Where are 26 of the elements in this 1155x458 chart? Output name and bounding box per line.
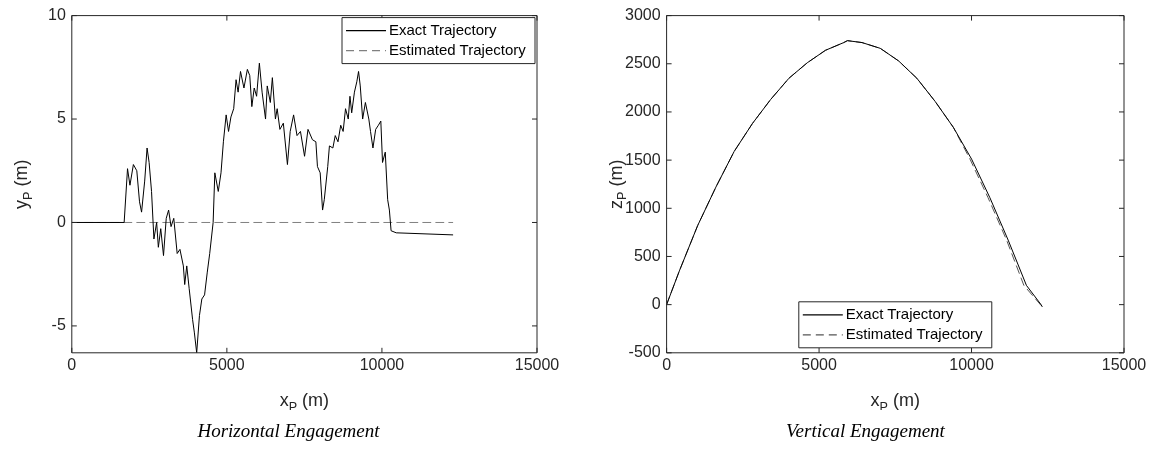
y-tick-label: 2000 [625, 102, 661, 120]
x-tick-label: 15000 [514, 355, 560, 373]
x-tick-label: 10000 [359, 355, 405, 373]
y-tick-label: 0 [651, 295, 661, 313]
x-tick-label: 5000 [209, 355, 245, 373]
x-tick-label: 0 [67, 355, 77, 373]
y-tick-label: 5 [56, 109, 66, 127]
text: Vertical Engagement [785, 420, 946, 442]
x-tick-label: 5000 [801, 355, 837, 373]
y-tick-label: 10 [48, 6, 66, 24]
y-tick-label: -5 [51, 316, 66, 334]
x-tick-label: 15000 [1101, 355, 1147, 373]
legend-label: Exact Trajectory [845, 304, 954, 322]
text: Horizontal Engagement [196, 420, 381, 442]
y-tick-label: 1500 [625, 150, 661, 168]
y-tick-label: -500 [628, 343, 661, 361]
y-tick-label: 500 [633, 246, 661, 264]
legend-label: Estimated Trajectory [389, 40, 527, 58]
legend-label: Estimated Trajectory [845, 324, 984, 342]
y-tick-label: 2500 [625, 54, 661, 72]
y-tick-label: 3000 [625, 6, 661, 24]
x-tick-label: 0 [662, 355, 672, 373]
legend-label: Exact Trajectory [389, 20, 498, 38]
y-tick-label: 0 [56, 212, 66, 230]
x-tick-label: 10000 [949, 355, 994, 373]
y-axis-title: yP (m) [10, 159, 35, 209]
